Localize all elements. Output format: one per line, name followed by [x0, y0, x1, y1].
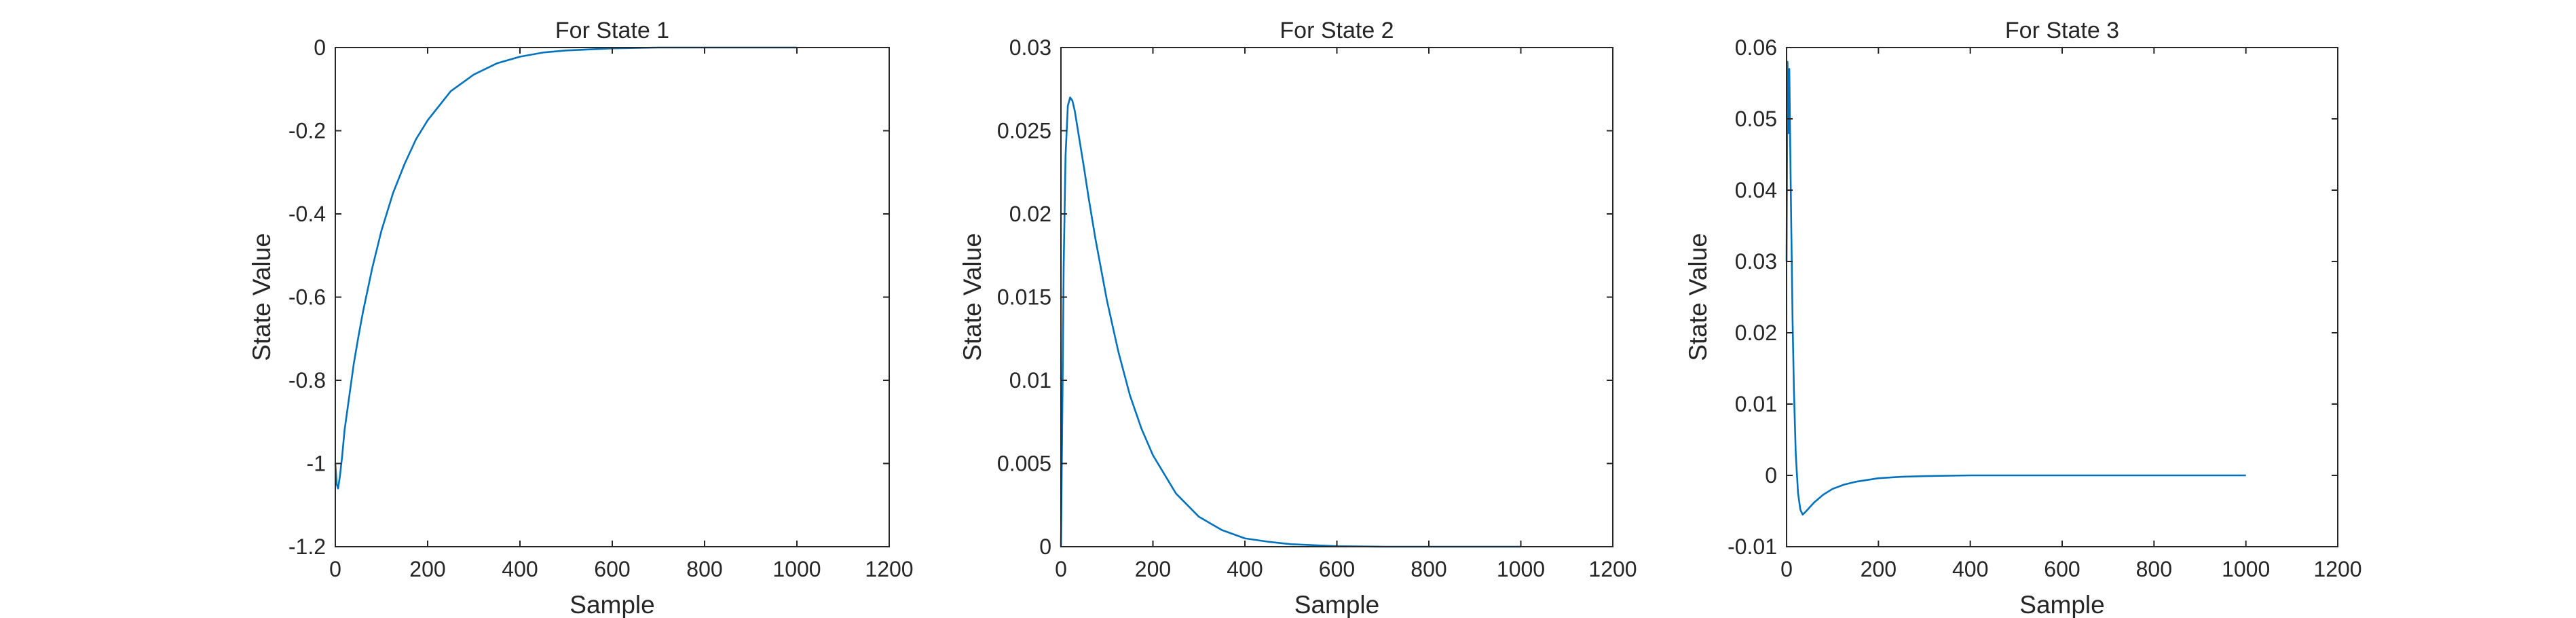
x-axis-ticks: 0 200 400 600 800 1000 1200 [329, 48, 914, 581]
y-tick-label: 0.06 [1735, 35, 1777, 60]
x-tick-label: 800 [1411, 557, 1446, 581]
x-tick-label: 0 [1055, 557, 1067, 581]
y-axis-label: State Value [958, 233, 986, 361]
y-tick-label: 0.005 [997, 452, 1051, 476]
x-tick-label: 1000 [2222, 557, 2270, 581]
x-tick-label: 200 [1135, 557, 1171, 581]
x-axis-label: Sample [2019, 591, 2104, 618]
x-tick-label: 200 [409, 557, 445, 581]
subplot-title: For State 3 [2005, 18, 2119, 43]
y-tick-label: -1.2 [288, 534, 326, 559]
x-tick-label: 1000 [1497, 557, 1545, 581]
plot-area [334, 46, 797, 490]
x-tick-label: 800 [686, 557, 722, 581]
subplot-state-3: 0 200 400 600 800 1000 1200 -0.0100.010.020.03… [1684, 18, 2362, 618]
x-tick-label: 400 [1227, 557, 1263, 581]
y-tick-label: -0.4 [288, 202, 326, 226]
x-axis-ticks: 0 200 400 600 800 1000 1200 [1780, 48, 2362, 581]
y-axis-ticks: 0 0.005 0.01 0.015 0.02 0.025 0.03 [997, 35, 1613, 559]
subplot-title: For State 1 [555, 18, 669, 43]
plot-area [1060, 96, 1521, 548]
y-tick-label: 0.02 [1735, 321, 1777, 345]
y-tick-label: 0.02 [1009, 202, 1051, 226]
x-tick-label: 1200 [865, 557, 913, 581]
subplot-state-1: 0 200 400 600 800 1000 1200 0 -0.2 -0.4 -0.6 -0.8 -… [248, 18, 914, 618]
plot-area [1785, 60, 2246, 516]
x-axis-label: Sample [1294, 591, 1379, 618]
x-tick-label: 1200 [2313, 557, 2362, 581]
y-tick-label: 0 [314, 35, 326, 60]
y-tick-label: 0 [1039, 534, 1051, 559]
y-tick-label: -0.6 [288, 285, 326, 310]
x-axis-label: Sample [570, 591, 654, 618]
x-tick-label: 400 [1952, 557, 1988, 581]
subplot-title: For State 2 [1280, 18, 1394, 43]
y-tick-label: 0.01 [1009, 368, 1051, 393]
y-tick-label: -0.01 [1728, 534, 1777, 559]
y-axis-ticks: -0.01 0 0.01 0.02 0.03 0.04 0.05 0.06 [1728, 35, 2338, 559]
y-tick-label: 0.03 [1009, 35, 1051, 60]
y-axis-ticks: 0 -0.2 -0.4 -0.6 -0.8 -1 -1.2 [288, 35, 889, 559]
x-tick-label: 200 [1861, 557, 1897, 581]
x-axis-ticks: 0 200 400 600 800 1000 1200 [1055, 48, 1637, 581]
x-tick-label: 0 [1780, 557, 1793, 581]
x-tick-label: 1000 [772, 557, 821, 581]
y-tick-label: 0.025 [997, 119, 1051, 143]
y-axis-label: State Value [1684, 233, 1712, 361]
y-tick-label: 0.015 [997, 285, 1051, 310]
y-tick-label: 0.04 [1735, 178, 1777, 202]
y-tick-label: -0.8 [288, 368, 326, 393]
x-tick-label: 800 [2136, 557, 2172, 581]
y-tick-label: -1 [307, 452, 326, 476]
x-tick-label: 600 [594, 557, 630, 581]
x-tick-label: 1200 [1588, 557, 1637, 581]
y-tick-label: 0.03 [1735, 249, 1777, 274]
series-line [334, 46, 797, 490]
y-tick-label: 0.05 [1735, 107, 1777, 131]
x-tick-label: 0 [329, 557, 341, 581]
y-axis-label: State Value [248, 233, 276, 361]
x-tick-label: 600 [1319, 557, 1355, 581]
y-tick-label: 0.01 [1735, 392, 1777, 416]
subplot-state-2: 0 200 400 600 800 1000 1200 0 0.005 0.01 0.015 0.0… [958, 18, 1637, 618]
y-tick-label: 0 [1765, 463, 1777, 488]
y-tick-label: -0.2 [288, 119, 326, 143]
x-tick-label: 600 [2044, 557, 2080, 581]
x-tick-label: 400 [502, 557, 538, 581]
series-line [1785, 60, 2246, 516]
series-line [1060, 96, 1521, 548]
